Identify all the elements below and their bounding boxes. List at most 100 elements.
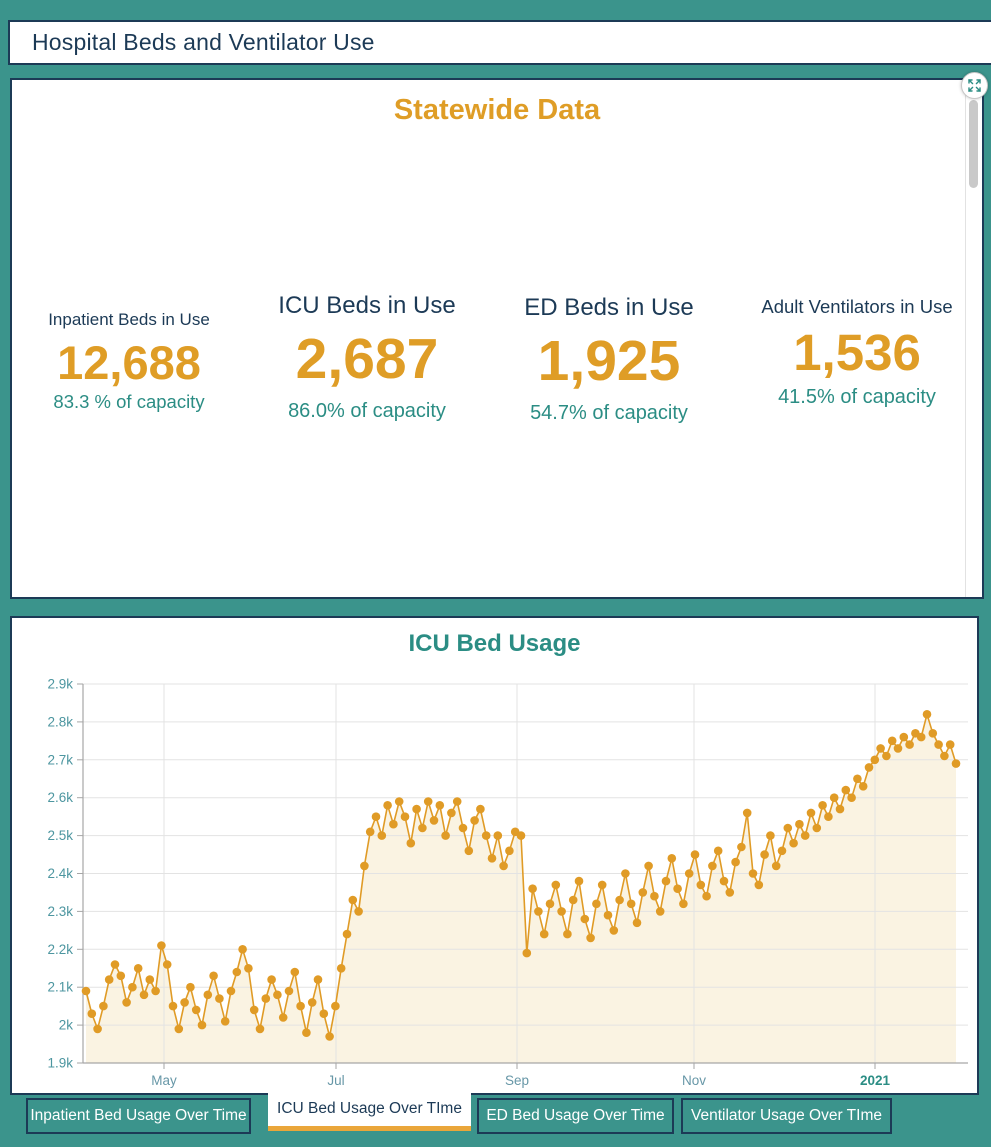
data-point[interactable]	[313, 975, 323, 984]
icu-usage-chart[interactable]: 1.9k 2k 2.1k 2.2k 2.3k 2.4k 2.5k 2.6k 2.7k 2.8k 2.…	[10, 663, 975, 1095]
data-point[interactable]	[406, 838, 416, 848]
data-point[interactable]	[180, 998, 189, 1007]
data-point[interactable]	[151, 986, 160, 996]
data-point[interactable]	[209, 971, 218, 981]
data-point[interactable]	[354, 907, 363, 916]
data-point[interactable]	[615, 895, 624, 905]
data-point[interactable]	[249, 1005, 259, 1015]
chart-canvas[interactable]: 1.9k 2k 2.1k 2.2k 2.3k 2.4k 2.5k 2.6k 2.7k 2.8k 2.…	[10, 663, 975, 1095]
data-point[interactable]	[684, 869, 694, 878]
data-point[interactable]	[702, 891, 711, 901]
data-point[interactable]	[168, 1001, 178, 1011]
data-point[interactable]	[795, 819, 804, 829]
data-point[interactable]	[545, 899, 555, 909]
data-point[interactable]	[522, 948, 532, 958]
data-point[interactable]	[603, 910, 613, 920]
data-point[interactable]	[331, 1001, 340, 1011]
data-point[interactable]	[133, 964, 143, 973]
data-point[interactable]	[232, 967, 242, 977]
data-point[interactable]	[255, 1024, 265, 1034]
data-point[interactable]	[418, 823, 427, 833]
data-point[interactable]	[452, 797, 462, 806]
data-point[interactable]	[835, 804, 845, 814]
data-point[interactable]	[464, 846, 474, 856]
data-point[interactable]	[284, 986, 294, 996]
data-point[interactable]	[568, 895, 578, 905]
data-point[interactable]	[342, 929, 352, 939]
data-point[interactable]	[760, 850, 769, 859]
data-point[interactable]	[771, 861, 781, 871]
data-point[interactable]	[203, 990, 213, 1000]
data-point[interactable]	[708, 861, 717, 871]
data-point[interactable]	[319, 1009, 329, 1018]
data-point[interactable]	[145, 975, 155, 984]
data-point[interactable]	[360, 861, 369, 871]
data-point[interactable]	[667, 854, 677, 863]
data-point[interactable]	[302, 1028, 311, 1037]
data-point[interactable]	[800, 831, 810, 840]
data-point[interactable]	[626, 899, 636, 909]
data-point[interactable]	[273, 990, 282, 1000]
data-point[interactable]	[157, 941, 166, 950]
data-point[interactable]	[766, 831, 775, 840]
data-point[interactable]	[696, 880, 706, 890]
data-point[interactable]	[296, 1001, 305, 1011]
data-point[interactable]	[574, 876, 584, 886]
data-point[interactable]	[336, 964, 346, 973]
data-point[interactable]	[870, 755, 880, 765]
expand-button[interactable]	[961, 72, 988, 99]
data-point[interactable]	[748, 869, 758, 878]
data-point[interactable]	[887, 736, 897, 746]
data-point[interactable]	[777, 846, 787, 856]
data-point[interactable]	[818, 801, 827, 810]
data-point[interactable]	[661, 876, 671, 886]
data-point[interactable]	[876, 744, 885, 753]
data-point[interactable]	[458, 823, 468, 833]
data-point[interactable]	[632, 918, 642, 928]
data-point[interactable]	[99, 1001, 108, 1011]
data-point[interactable]	[93, 1024, 102, 1034]
data-point[interactable]	[278, 1013, 288, 1022]
data-point[interactable]	[470, 816, 479, 825]
data-point[interactable]	[644, 861, 653, 871]
tab-ventilator-usage[interactable]: Ventilator Usage Over TIme	[681, 1098, 892, 1134]
data-point[interactable]	[139, 990, 149, 1000]
data-point[interactable]	[806, 808, 816, 818]
data-point[interactable]	[853, 774, 862, 784]
data-point[interactable]	[725, 888, 735, 897]
data-point[interactable]	[951, 759, 961, 768]
data-point[interactable]	[191, 1005, 201, 1015]
data-point[interactable]	[197, 1020, 207, 1030]
data-point[interactable]	[110, 960, 120, 969]
data-point[interactable]	[499, 861, 508, 871]
data-point[interactable]	[447, 808, 456, 818]
data-point[interactable]	[371, 812, 381, 821]
data-point[interactable]	[789, 838, 798, 848]
data-point[interactable]	[226, 986, 236, 996]
data-point[interactable]	[128, 982, 137, 992]
data-point[interactable]	[609, 926, 619, 935]
data-point[interactable]	[742, 808, 752, 818]
data-point[interactable]	[713, 846, 723, 856]
vertical-scrollbar[interactable]	[965, 80, 982, 597]
data-point[interactable]	[719, 876, 729, 886]
tab-ed-bed-usage[interactable]: ED Bed Usage Over Time	[477, 1098, 674, 1134]
data-point[interactable]	[122, 998, 131, 1007]
data-point[interactable]	[905, 740, 914, 749]
data-point[interactable]	[551, 880, 561, 890]
data-point[interactable]	[505, 846, 514, 856]
data-point[interactable]	[916, 732, 926, 742]
data-point[interactable]	[365, 827, 375, 837]
data-point[interactable]	[528, 884, 537, 893]
data-point[interactable]	[325, 1032, 334, 1041]
data-point[interactable]	[423, 797, 433, 806]
data-point[interactable]	[220, 1017, 230, 1026]
data-point[interactable]	[882, 751, 891, 761]
data-point[interactable]	[104, 975, 114, 984]
data-point[interactable]	[441, 831, 450, 840]
data-point[interactable]	[174, 1024, 184, 1034]
data-point[interactable]	[673, 884, 682, 893]
data-point[interactable]	[238, 945, 247, 954]
data-point[interactable]	[481, 831, 491, 840]
data-point[interactable]	[400, 812, 410, 821]
